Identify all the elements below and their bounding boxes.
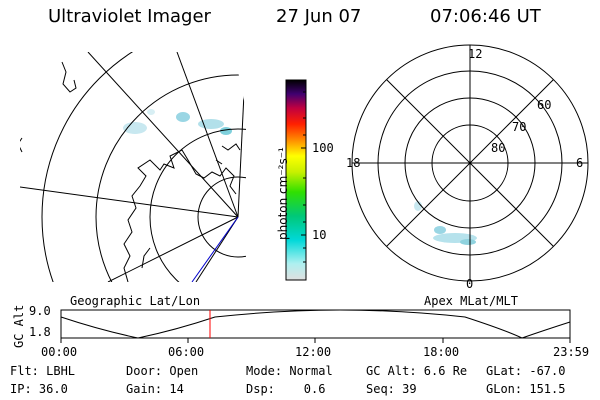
time-tick-2359: 23:59 xyxy=(553,345,590,359)
mlt-label-0: 0 xyxy=(466,277,474,291)
colorbar-gradient xyxy=(285,79,307,281)
info-dsp: Dsp: 0.6 xyxy=(246,382,326,396)
mlat-label-60: 60 xyxy=(537,98,552,112)
colorbar-tick-100: 100 xyxy=(312,141,334,155)
mlt-label-12: 12 xyxy=(468,47,483,61)
polar-plot xyxy=(351,44,589,282)
colorbar xyxy=(285,79,307,281)
aurora-emission-right xyxy=(414,201,477,245)
mlt-lines xyxy=(352,45,588,281)
time-tick-1800: 18:00 xyxy=(423,345,460,359)
time-tick-1200: 12:00 xyxy=(295,345,332,359)
geographic-map xyxy=(20,52,246,282)
altitude-axis-label: GC Alt xyxy=(12,304,26,348)
colorbar-unit-label: photon cm⁻²s⁻¹ xyxy=(276,147,290,240)
info-ip: IP: 36.0 xyxy=(10,382,68,396)
time-label: 07:06:46 UT xyxy=(430,6,541,27)
info-glon: GLon: 151.5 xyxy=(486,382,566,396)
altitude-panel xyxy=(60,309,571,343)
apex-panel-label: Apex MLat/MLT xyxy=(424,294,518,308)
info-door: Door: Open xyxy=(126,364,199,378)
info-glat: GLat: -67.0 xyxy=(486,364,566,378)
mlt-label-6: 6 xyxy=(576,156,584,170)
coastline xyxy=(20,61,241,282)
time-axis-ticks xyxy=(60,338,571,343)
mlat-label-70: 70 xyxy=(512,120,527,134)
geographic-panel-label: Geographic Lat/Lon xyxy=(70,294,201,308)
time-tick-0000: 00:00 xyxy=(41,345,78,359)
mlt-label-18: 18 xyxy=(346,156,361,170)
app-title: Ultraviolet Imager xyxy=(48,6,211,27)
info-mode: Mode: Normal xyxy=(246,364,333,378)
mlat-label-80: 80 xyxy=(491,141,506,155)
time-tick-0600: 06:00 xyxy=(168,345,205,359)
info-gc-alt: GC Alt: 6.6 Re xyxy=(366,364,468,378)
altitude-tick-1-8: 1.8 xyxy=(29,325,51,339)
date-label: 27 Jun 07 xyxy=(276,6,362,27)
altitude-curve xyxy=(60,309,571,339)
satellite-subpoint-line xyxy=(191,216,239,282)
aurora-emission-left xyxy=(123,109,232,135)
latitude-circles xyxy=(41,52,246,282)
colorbar-tick-10: 10 xyxy=(312,228,327,242)
altitude-tick-9: 9.0 xyxy=(29,304,51,318)
colorbar-ticks xyxy=(301,91,306,263)
info-flt: Flt: LBHL xyxy=(10,364,76,378)
info-gain: Gain: 14 xyxy=(126,382,184,396)
altitude-frame xyxy=(60,309,571,339)
info-seq: Seq: 39 xyxy=(366,382,417,396)
